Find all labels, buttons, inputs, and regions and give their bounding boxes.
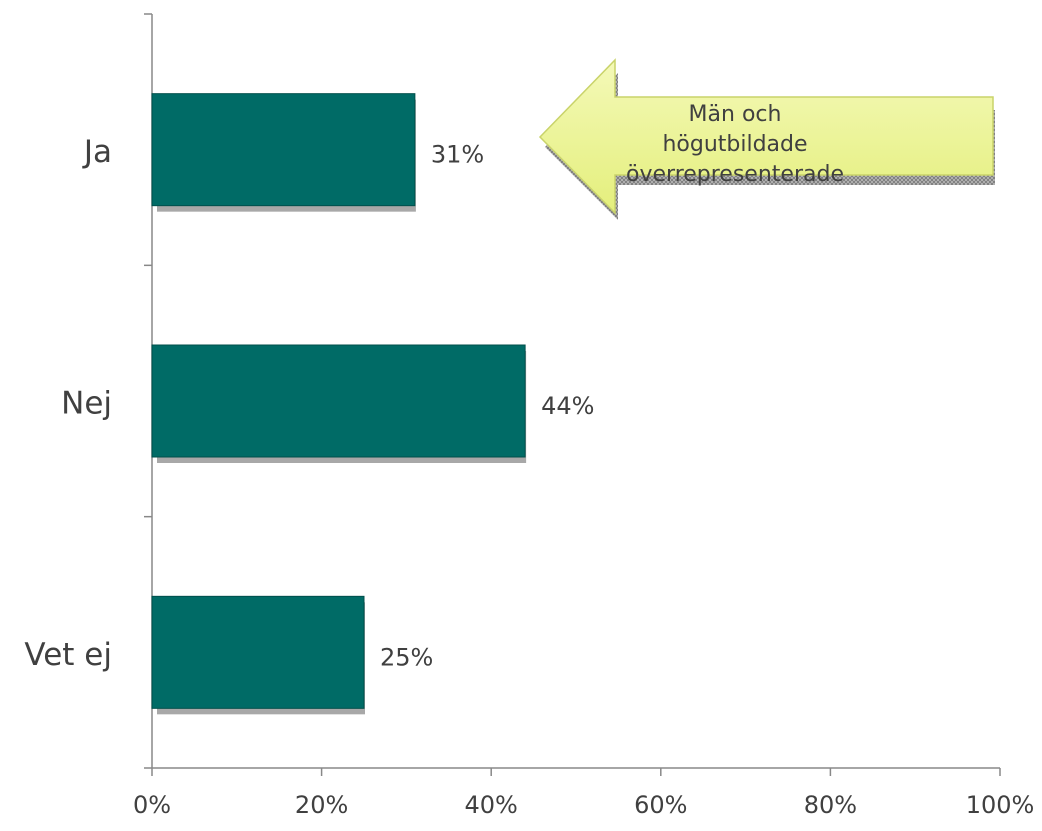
x-tick-label: 40% bbox=[465, 791, 518, 819]
x-tick-label: 80% bbox=[804, 791, 857, 819]
x-tick-label: 60% bbox=[634, 791, 687, 819]
bar bbox=[151, 93, 416, 207]
bar bbox=[151, 595, 365, 709]
arrow bbox=[538, 58, 994, 215]
value-label: 44% bbox=[541, 392, 594, 420]
y-tick-label: Vet ej bbox=[24, 637, 112, 673]
x-tick-label: 0% bbox=[133, 791, 171, 819]
value-label: 31% bbox=[431, 141, 484, 169]
y-tick-label: Ja bbox=[82, 134, 112, 170]
x-tick-label: 100% bbox=[966, 791, 1035, 819]
annotation: Män och högutbildade överrepresenterade bbox=[626, 102, 844, 187]
x-tick-label: 20% bbox=[295, 791, 348, 819]
bar bbox=[151, 344, 526, 458]
y-tick-label: Nej bbox=[61, 386, 112, 422]
value-label: 25% bbox=[380, 643, 433, 671]
